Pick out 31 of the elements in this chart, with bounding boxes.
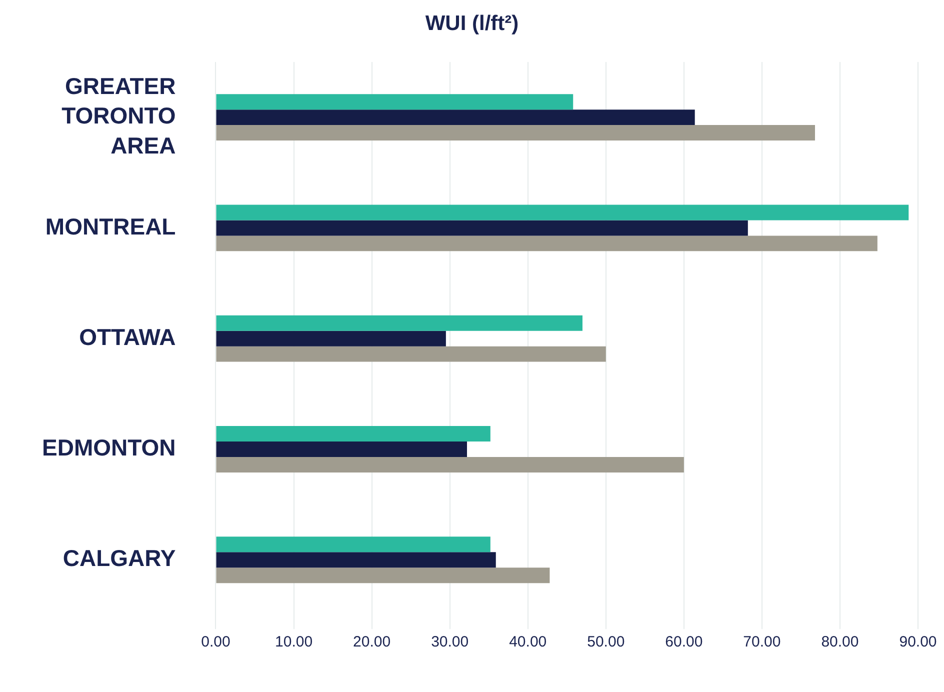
y-tick-label: MONTREAL — [45, 213, 176, 240]
y-tick-label: EDMONTON — [42, 434, 176, 461]
x-tick-label: 90.00 — [899, 633, 937, 650]
y-tick-label: OTTAWA — [79, 324, 176, 350]
bar — [216, 236, 878, 252]
bar — [216, 456, 684, 472]
bar — [216, 426, 490, 442]
bar — [216, 568, 550, 584]
y-tick-label: GREATER TORONTO AREA — [62, 72, 176, 159]
x-tick-label: 10.00 — [275, 633, 313, 650]
y-tick-label: CALGARY — [62, 545, 176, 572]
bar — [216, 315, 582, 331]
bar — [216, 220, 748, 236]
x-tick-label: 0.00 — [201, 633, 230, 650]
x-tick-label: 60.00 — [665, 633, 703, 650]
bar — [216, 204, 909, 220]
bar — [216, 552, 496, 568]
chart-title: WUI (l/ft²) — [424, 12, 520, 36]
x-tick-label: 50.00 — [587, 633, 625, 650]
bar — [216, 110, 695, 126]
x-tick-label: 80.00 — [821, 633, 859, 650]
x-tick-label: 30.00 — [431, 633, 469, 650]
bar — [216, 94, 574, 110]
x-tick-label: 40.00 — [509, 633, 547, 650]
bar — [216, 346, 606, 362]
x-tick-label: 70.00 — [743, 633, 781, 650]
bar — [216, 441, 467, 457]
bar — [216, 536, 490, 552]
bar — [216, 330, 446, 346]
x-tick-label: 20.00 — [353, 633, 391, 650]
bar — [216, 125, 816, 141]
